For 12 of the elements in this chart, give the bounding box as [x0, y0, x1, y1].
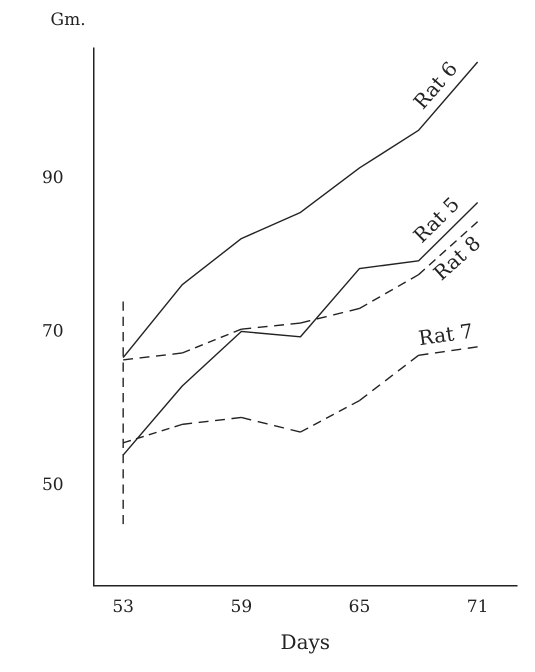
y-tick-label: 70	[42, 322, 64, 342]
text: Rat 5	[408, 192, 464, 248]
text: Rat 7	[417, 318, 474, 350]
x-axis-title: Days	[280, 630, 330, 654]
x-tick-label: 71	[466, 597, 488, 618]
text: Rat 6	[408, 56, 462, 114]
x-tick-label: 65	[348, 597, 370, 618]
y-tick-label: 50	[42, 475, 64, 496]
y-axis-title: Gm.	[50, 10, 86, 30]
y-tick-label: 90	[42, 168, 64, 188]
x-tick-label: 59	[230, 597, 252, 618]
x-tick-label: 53	[112, 597, 134, 618]
